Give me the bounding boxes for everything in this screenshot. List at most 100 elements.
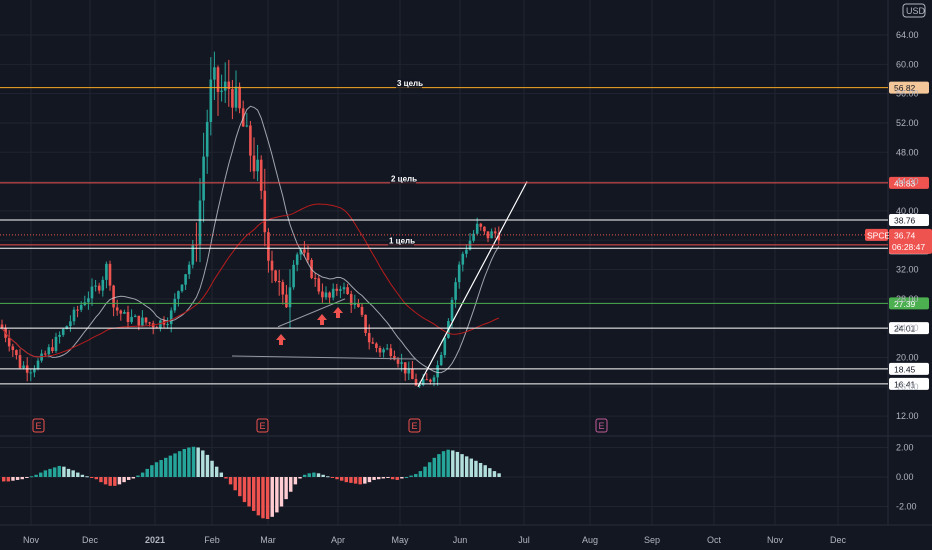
candle-body bbox=[47, 347, 51, 355]
candle-body bbox=[18, 355, 22, 368]
level-axis-label-bg bbox=[889, 214, 929, 227]
x-tick-label: Nov bbox=[23, 535, 40, 545]
y-tick-label: 56.00 bbox=[896, 89, 919, 99]
earnings-marker-icon[interactable] bbox=[595, 418, 608, 433]
candle-body bbox=[349, 294, 353, 305]
oscillator-bar bbox=[71, 470, 75, 477]
candle-body bbox=[285, 294, 288, 308]
candle-body bbox=[105, 263, 108, 280]
candle-body bbox=[411, 369, 414, 380]
oscillator-bar bbox=[381, 477, 386, 479]
trendline-up bbox=[417, 181, 528, 388]
oscillator-bar bbox=[432, 457, 436, 477]
candle-body bbox=[335, 288, 339, 291]
x-tick-label: 2021 bbox=[145, 535, 165, 545]
y-tick-label: 64.00 bbox=[896, 30, 919, 40]
candle-body bbox=[403, 362, 407, 374]
x-tick-label: Jun bbox=[453, 535, 468, 545]
ticker-badge: SPCE bbox=[867, 230, 890, 240]
candle-body bbox=[72, 309, 76, 322]
level-axis-label-bg bbox=[889, 81, 929, 94]
candle-body bbox=[324, 292, 328, 298]
candle-body bbox=[180, 284, 184, 292]
candle-body bbox=[137, 315, 141, 326]
x-tick-label: Mar bbox=[260, 535, 276, 545]
y-tick-label: 28.00 bbox=[896, 294, 919, 304]
candle-body bbox=[36, 360, 40, 369]
x-tick-label: May bbox=[391, 535, 409, 545]
level-annotation-bg bbox=[388, 235, 414, 246]
candle-body bbox=[367, 332, 371, 343]
candle-body bbox=[414, 379, 418, 386]
level-annotation-bg bbox=[390, 173, 416, 184]
oscillator-bar bbox=[418, 471, 423, 477]
candle-body bbox=[22, 365, 25, 368]
oscillator-bar bbox=[150, 465, 154, 477]
oscillator-bar bbox=[34, 474, 38, 477]
candle-body bbox=[357, 302, 360, 307]
candle-body bbox=[159, 320, 162, 328]
oscillator-bar bbox=[275, 477, 279, 513]
oscillator-bar bbox=[62, 466, 66, 477]
oscillator-bar bbox=[312, 472, 316, 477]
oscillator-bar bbox=[164, 457, 168, 477]
level-axis-label: 24.01 bbox=[894, 324, 916, 334]
candle-body bbox=[465, 249, 468, 254]
candle-body bbox=[249, 125, 252, 156]
oscillator-bar bbox=[265, 477, 270, 520]
earnings-marker-icon[interactable] bbox=[408, 418, 421, 433]
candle-body bbox=[277, 280, 281, 283]
oscillator-bar bbox=[377, 477, 381, 480]
currency-badge: USD bbox=[906, 6, 926, 16]
earnings-marker-icon[interactable] bbox=[256, 418, 269, 433]
oscillator-bar bbox=[219, 472, 224, 477]
oscillator-bar bbox=[400, 477, 404, 479]
candle-body bbox=[360, 306, 364, 315]
oscillator-bar bbox=[307, 473, 311, 477]
oscillator-y-tick: 0.00 bbox=[896, 472, 914, 482]
trendline-flat bbox=[231, 355, 416, 360]
candle-body bbox=[328, 292, 331, 298]
candle-body bbox=[94, 285, 97, 287]
candle-body bbox=[119, 310, 123, 314]
oscillator-bar bbox=[451, 450, 455, 477]
candle-body bbox=[483, 226, 486, 232]
candle-body bbox=[101, 279, 105, 291]
candle-body bbox=[400, 362, 403, 364]
oscillator-bar bbox=[140, 472, 145, 477]
candle-body bbox=[472, 233, 475, 241]
oscillator-bar bbox=[427, 462, 432, 477]
y-tick-label: 16.00 bbox=[896, 382, 919, 392]
oscillator-bar bbox=[358, 477, 362, 485]
candle-body bbox=[216, 67, 220, 92]
oscillator-bar bbox=[339, 477, 344, 481]
candle-body bbox=[238, 86, 241, 109]
candle-body bbox=[205, 121, 209, 157]
level-axis-label: 56.82 bbox=[894, 83, 916, 93]
candle-body bbox=[177, 291, 180, 299]
level-axis-label: 16.41 bbox=[894, 379, 916, 389]
y-tick-label: 40.00 bbox=[896, 206, 919, 216]
candle-body bbox=[331, 288, 335, 298]
candle-body bbox=[187, 264, 191, 275]
earnings-marker-icon[interactable] bbox=[32, 418, 45, 433]
candle-body bbox=[108, 263, 112, 286]
candle-body bbox=[245, 125, 249, 127]
oscillator-bar bbox=[353, 477, 358, 484]
oscillator-bar bbox=[247, 477, 251, 507]
moving-average-slow bbox=[1, 203, 499, 358]
candle-body bbox=[490, 231, 493, 239]
oscillator-y-tick: -2.00 bbox=[896, 502, 917, 512]
oscillator-bar bbox=[302, 474, 307, 477]
earnings-marker: E bbox=[36, 421, 42, 431]
countdown-label: 06:28:47 bbox=[892, 242, 925, 252]
oscillator-bar bbox=[446, 449, 450, 477]
candle-body bbox=[346, 287, 349, 295]
candle-body bbox=[133, 315, 137, 317]
candle-body bbox=[443, 337, 447, 356]
oscillator-bar bbox=[177, 451, 182, 477]
oscillator-bar bbox=[214, 466, 219, 477]
oscillator-bar bbox=[409, 475, 413, 477]
oscillator-bar bbox=[29, 476, 34, 478]
